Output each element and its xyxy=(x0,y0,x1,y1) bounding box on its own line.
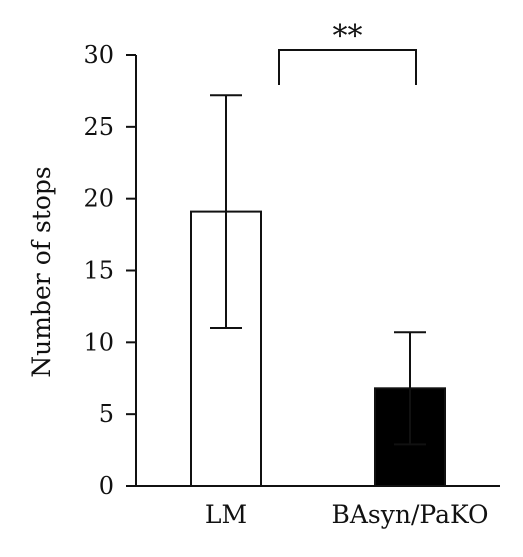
significance-bracket-line xyxy=(278,49,417,85)
category-labels: LM BAsyn/PaKO xyxy=(205,500,489,529)
y-tick-label-25: 25 xyxy=(83,113,114,141)
y-tick-label-10: 10 xyxy=(83,328,114,356)
category-label-basyn-pako: BAsyn/PaKO xyxy=(331,500,488,529)
error-bars xyxy=(210,94,426,446)
significance-bracket: ** xyxy=(278,19,417,85)
y-tick-label-0: 0 xyxy=(99,472,114,500)
y-tick-label-30: 30 xyxy=(83,41,114,69)
y-tick-label-20: 20 xyxy=(83,185,114,213)
y-axis-label: Number of stops xyxy=(27,166,56,377)
significance-label: ** xyxy=(333,19,363,54)
y-axis: 0 5 10 15 20 25 30 xyxy=(83,41,137,500)
category-label-lm: LM xyxy=(205,500,247,529)
y-tick-label-5: 5 xyxy=(99,400,114,428)
y-tick-label-15: 15 xyxy=(83,257,114,285)
